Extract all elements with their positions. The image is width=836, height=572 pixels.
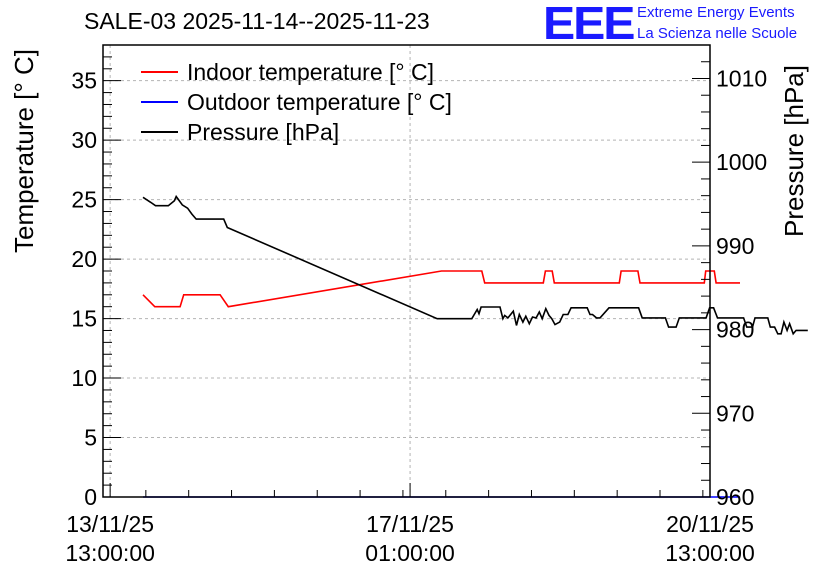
x-tick-label-time: 01:00:00 [365,540,455,566]
logo-subtitle-1: Extreme Energy Events [637,4,795,21]
y-tick-label: 35 [71,68,97,94]
y-tick-label: 25 [71,187,97,213]
y-tick-label: 15 [71,306,97,332]
y-tick-label: 10 [71,365,97,391]
x-tick-label-date: 13/11/25 [66,511,154,537]
legend-entry-indoor-temperature: Indoor temperature [° C] [187,59,434,85]
legend: Indoor temperature [° C] Outdoor temperat… [141,59,452,145]
legend-entry-outdoor-temperature: Outdoor temperature [° C] [187,89,452,115]
x-tick-label-time: 13:00:00 [665,540,755,566]
y2-tick-label: 990 [716,233,754,259]
chart-title: SALE-03 2025-11-14--2025-11-23 [84,8,430,34]
grid-lines [103,45,711,497]
eee-logo: EEE [543,0,635,49]
y2-tick-label: 1000 [716,149,767,175]
x-tick-label-date: 17/11/25 [366,511,454,537]
y2-tick-label: 970 [716,400,754,426]
y2-tick-label: 1010 [716,65,767,91]
x-tick-label-date: 20/11/25 [666,511,754,537]
series-line-pressure [142,194,808,336]
legend-entry-pressure: Pressure [hPa] [187,119,339,145]
y-axis-label: Temperature [° C] [9,49,39,253]
y-tick-label: 20 [71,246,97,272]
x-tick-label-time: 13:00:00 [65,540,155,566]
axes: 0 5 10 15 20 25 30 35 960 970 980 990 1000 1010 13/11/… [65,44,767,566]
y-tick-label: 0 [84,484,97,510]
y-tick-label: 30 [71,127,97,153]
y2-tick-label: 960 [716,484,754,510]
y2-tick-label: 980 [716,317,754,343]
series-line-indoor-temperature [142,270,740,308]
y-tick-label: 5 [84,425,97,451]
y2-axis-label: Pressure [hPa] [779,65,809,237]
logo-subtitle-2: La Scienza nelle Scuole [637,25,798,42]
